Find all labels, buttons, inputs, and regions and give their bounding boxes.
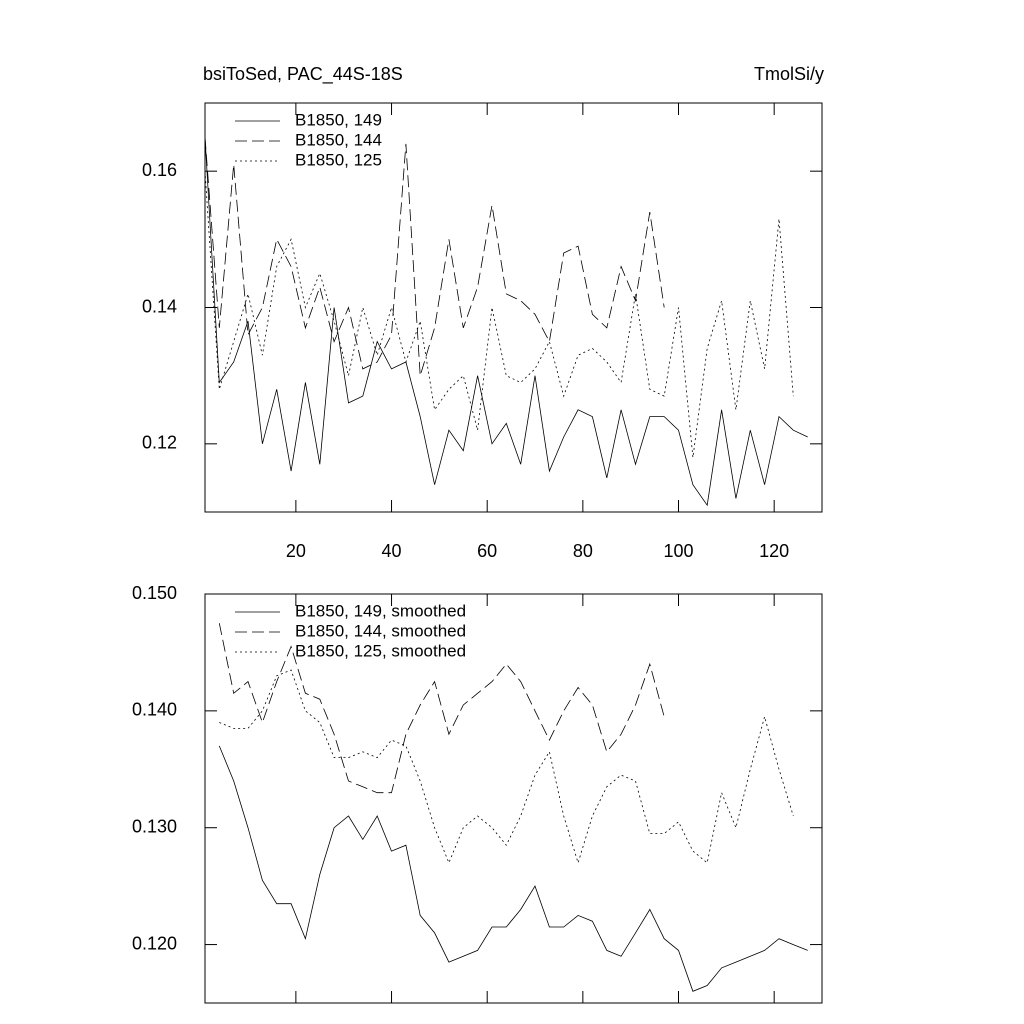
series-line bbox=[204, 137, 808, 507]
legend-label: B1850, 125 bbox=[295, 150, 382, 169]
y-tick-label: 0.16 bbox=[142, 160, 177, 180]
x-tick-label: 80 bbox=[573, 541, 593, 561]
y-tick-label: 0.150 bbox=[132, 583, 177, 603]
x-tick-label: 120 bbox=[759, 541, 789, 561]
series-line bbox=[218, 623, 665, 794]
x-tick-label: 60 bbox=[477, 541, 497, 561]
y-tick-label: 0.140 bbox=[132, 700, 177, 720]
chart-title: bsiToSed, PAC_44S-18S bbox=[203, 64, 403, 85]
legend-label: B1850, 144 bbox=[295, 130, 382, 149]
y-tick-label: 0.120 bbox=[132, 933, 177, 953]
series-line bbox=[218, 745, 808, 992]
y-tick-label: 0.14 bbox=[142, 296, 177, 316]
series-line bbox=[204, 171, 794, 458]
x-tick-label: 100 bbox=[663, 541, 693, 561]
x-tick-label: 40 bbox=[382, 541, 402, 561]
series-line bbox=[204, 137, 665, 376]
legend-label: B1850, 125, smoothed bbox=[295, 641, 466, 660]
series-line bbox=[219, 669, 794, 865]
units-label: TmolSi/y bbox=[754, 64, 824, 84]
legend-label: B1850, 144, smoothed bbox=[295, 621, 466, 640]
plot-frame bbox=[204, 593, 823, 1004]
legend-label: B1850, 149 bbox=[295, 110, 382, 129]
x-tick-label: 20 bbox=[286, 541, 306, 561]
legend-label: B1850, 149, smoothed bbox=[295, 601, 466, 620]
y-tick-label: 0.130 bbox=[132, 816, 177, 836]
y-tick-label: 0.12 bbox=[142, 433, 177, 453]
